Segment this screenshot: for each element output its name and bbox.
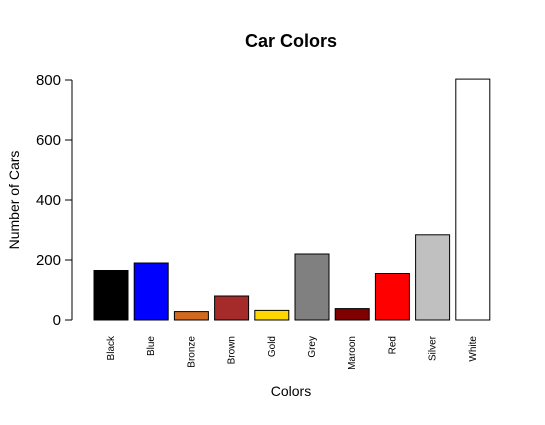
- category-label: Bronze: [186, 336, 197, 368]
- y-axis-label: Number of Cars: [6, 151, 22, 250]
- bar-maroon: [334, 308, 370, 321]
- bars: [93, 78, 491, 321]
- y-tick-label: 0: [53, 312, 61, 329]
- bar-silver: [415, 234, 451, 321]
- chart-title: Car Colors: [245, 31, 337, 51]
- category-label: Maroon: [347, 336, 358, 370]
- category-label: Black: [106, 335, 117, 360]
- bar-grey: [294, 253, 330, 321]
- bar-brown: [214, 295, 250, 321]
- category-label: Red: [387, 336, 398, 354]
- y-tick-label: 400: [36, 192, 61, 209]
- y-tick-label: 800: [36, 72, 61, 89]
- category-label: Silver: [428, 335, 439, 361]
- category-labels: Black Blue Bronze Brown Gold Grey Maroon Red Sil…: [106, 335, 479, 370]
- x-axis-label: Colors: [271, 383, 311, 399]
- category-label: Brown: [227, 336, 238, 364]
- bar-bronze: [173, 311, 209, 321]
- bar-gold: [254, 309, 290, 321]
- bar-white: [455, 78, 491, 321]
- y-tick-label: 200: [36, 252, 61, 269]
- bar-red: [374, 273, 410, 321]
- y-axis: 0 200 400 600 800: [36, 72, 73, 329]
- category-label: Blue: [146, 336, 157, 356]
- bar-blue: [133, 262, 169, 321]
- category-label: Gold: [267, 336, 278, 357]
- y-tick-label: 600: [36, 132, 61, 149]
- bar-black: [93, 270, 129, 321]
- category-label: White: [468, 336, 479, 362]
- category-label: Grey: [307, 336, 318, 358]
